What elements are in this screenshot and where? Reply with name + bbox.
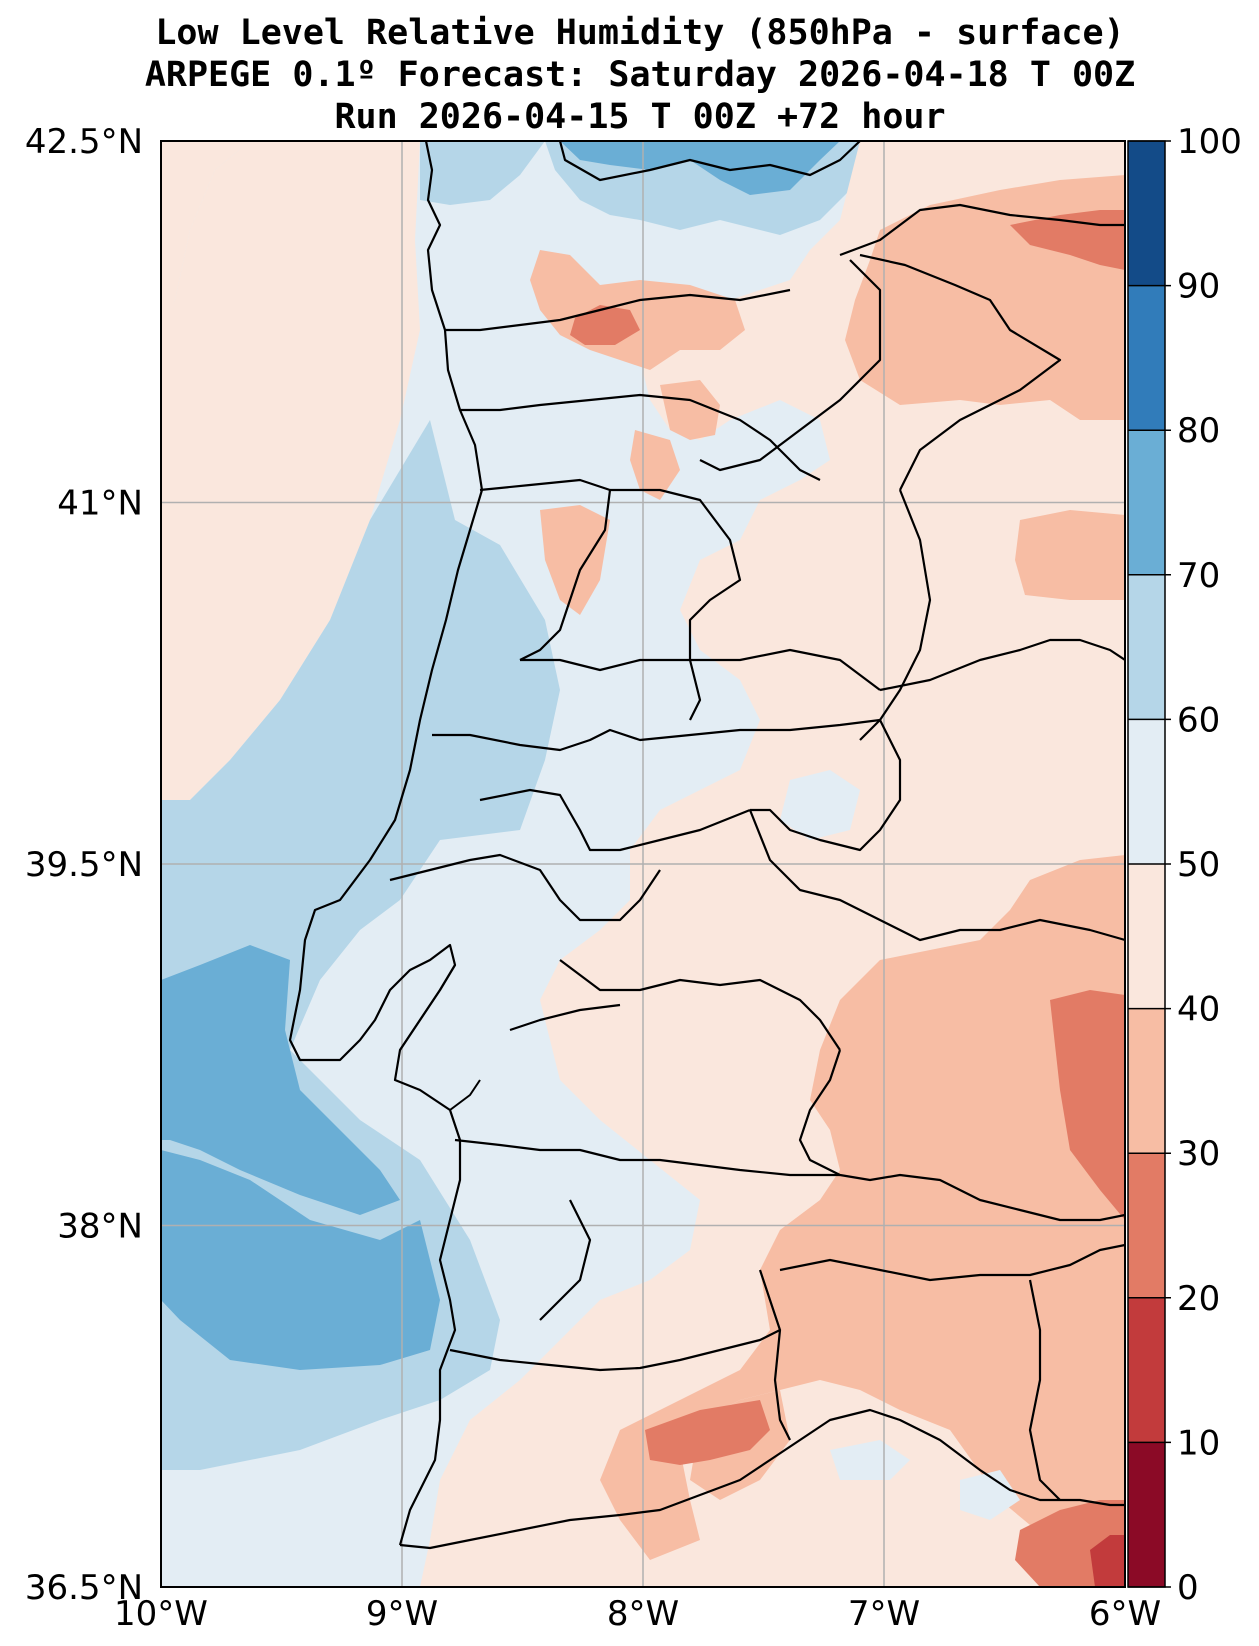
rh-field-driest-se-core (1090, 1535, 1125, 1587)
colorbar-tick-label: 20 (1177, 1279, 1220, 1319)
coastline-and-borders (288, 141, 1125, 1550)
region-border-4 (460, 393, 821, 481)
colorbar-bin (1128, 430, 1165, 575)
border-spain-portugal-east (839, 203, 1125, 257)
region-border-11 (750, 719, 902, 852)
graticule (161, 141, 1125, 1587)
region-border-23 (1028, 1279, 1061, 1501)
colorbar-tick-label: 100 (1177, 122, 1242, 162)
region-border-17 (509, 1003, 621, 1032)
border-spain-portugal-north (558, 141, 861, 182)
colorbar: 0 10 20 30 40 50 60 70 80 90 100 (1127, 122, 1242, 1608)
rh-field-driest-n (570, 305, 640, 345)
colorbar-tick-label: 90 (1177, 267, 1220, 307)
title-line-3: Run 2026-04-15 T 00Z +72 hour (334, 97, 945, 137)
rh-field-driest-e (1050, 990, 1125, 1220)
rh-field-north-coast-moist (420, 141, 545, 205)
x-tick-label: 6°W (1089, 1594, 1161, 1634)
rh-field-offshore-dry (161, 141, 250, 330)
colorbar-bin (1128, 1008, 1165, 1154)
region-border-3 (445, 288, 791, 332)
y-tick-label: 42.5°N (25, 122, 143, 162)
colorbar-tick-label: 70 (1177, 556, 1220, 596)
colorbar-bin (1128, 141, 1165, 286)
coastline-west (288, 141, 484, 1546)
region-border-8 (520, 648, 881, 691)
y-axis-ticks: 42.5°N 41°N 39.5°N 38°N 36.5°N (25, 122, 143, 1608)
region-border-5 (479, 478, 612, 661)
colorbar-tick-label: 30 (1177, 1134, 1220, 1174)
rh-field-offshore-dry-2 (161, 141, 420, 800)
x-tick-label: 9°W (366, 1594, 438, 1634)
colorbar-bin (1128, 1297, 1165, 1443)
region-border-22 (779, 1243, 1125, 1282)
region-border-13 (748, 809, 1125, 942)
x-tick-label: 7°W (848, 1594, 920, 1634)
map-frame (160, 140, 1126, 1588)
rh-field-inland-moist-3 (960, 1470, 1020, 1520)
region-border-15 (559, 959, 841, 1051)
river-tagus (399, 964, 456, 1051)
colorbar-tick-label: 40 (1177, 990, 1220, 1030)
region-border-2 (699, 259, 882, 472)
colorbar-tick-label: 10 (1177, 1423, 1220, 1463)
rh-field-inland-moist-2 (830, 1440, 910, 1480)
rh-field-inland-moist-1 (780, 770, 860, 840)
rh-field-offshore-wet-2 (161, 1150, 440, 1370)
rh-field-offshore-wet-1 (161, 945, 400, 1215)
colorbar-tick-label: 50 (1177, 845, 1220, 885)
y-tick-label: 39.5°N (25, 845, 143, 885)
colorbar-bin (1128, 285, 1165, 431)
region-border-19 (539, 1199, 592, 1321)
colorbar-tick-label: 80 (1177, 411, 1220, 451)
region-border-12 (479, 788, 751, 852)
rh-field-north-wetter (560, 141, 840, 195)
coastline-south (399, 1408, 1125, 1550)
region-border-20 (449, 1329, 781, 1372)
y-tick-label: 36.5°N (25, 1568, 143, 1608)
y-tick-label: 38°N (57, 1207, 143, 1247)
x-tick-label: 8°W (607, 1594, 679, 1634)
x-tick-label: 10°W (114, 1594, 208, 1634)
region-border-18 (454, 1138, 840, 1177)
x-axis-ticks: 10°W 9°W 8°W 7°W 6°W (114, 1594, 1161, 1634)
rh-field-se-drier (600, 855, 1125, 1587)
region-border-10 (432, 718, 881, 752)
region-border-16 (798, 1049, 1125, 1222)
region-border-1 (859, 253, 1062, 491)
rh-field-n-drier-4 (540, 505, 610, 615)
map-panel (160, 140, 1126, 1588)
colorbar-bin (1128, 1442, 1165, 1587)
rh-field-driest-s (645, 1400, 770, 1465)
region-border-14 (389, 853, 661, 922)
rh-field-n-drier-2 (660, 380, 720, 440)
river-sado (449, 1079, 481, 1111)
colorbar-bin (1128, 864, 1165, 1009)
colorbar-tick-label: 0 (1177, 1568, 1199, 1608)
colorbar-bin (1128, 1153, 1165, 1298)
region-border-9 (879, 638, 1125, 692)
region-border-21 (758, 1269, 791, 1441)
y-tick-label: 41°N (57, 484, 143, 524)
region-border-6 (610, 488, 742, 721)
rh-field-e-drier-1 (1015, 510, 1125, 600)
title-line-2: ARPEGE 0.1º Forecast: Saturday 2026-04-1… (145, 55, 1135, 95)
colorbar-tick-label: 60 (1177, 700, 1220, 740)
colorbar-bin (1128, 719, 1165, 864)
title-line-1: Low Level Relative Humidity (850hPa - su… (155, 13, 1124, 53)
colorbar-bin (1128, 574, 1165, 720)
